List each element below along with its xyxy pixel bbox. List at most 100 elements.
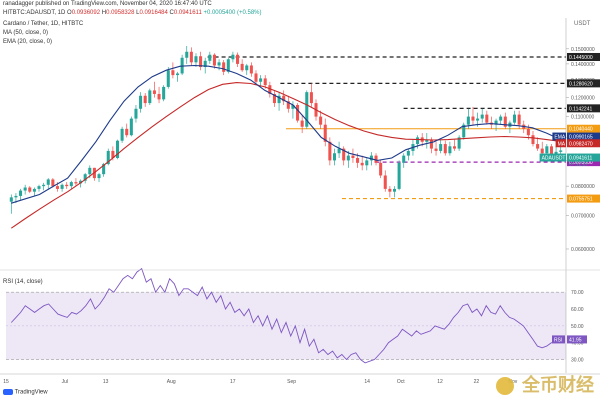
rsi-tick-label: 50.00: [571, 324, 584, 330]
level-tag-label: 0.1142241: [569, 106, 592, 112]
tradingview-logo-icon: [3, 389, 13, 395]
candle-body: [328, 141, 332, 161]
rsi-tick-label: 60.00: [571, 307, 584, 313]
ma-tag-name-bg: [555, 139, 566, 148]
currency-label: USDT: [574, 21, 591, 27]
candle-body: [106, 150, 110, 165]
candle-body: [416, 137, 420, 145]
candle-body: [300, 120, 304, 127]
candle-body: [217, 62, 221, 66]
candle-body: [148, 90, 152, 104]
candle-body: [383, 175, 387, 189]
candle-body: [157, 93, 161, 100]
level-tag-label: 0.1445000: [569, 55, 593, 61]
candle-body: [282, 95, 286, 102]
candle-body: [545, 146, 549, 154]
candle-body: [476, 118, 480, 121]
ema-tag-name-bg: [552, 132, 566, 141]
candle-body: [286, 101, 290, 109]
candle-body: [125, 128, 129, 136]
candle-body: [480, 114, 484, 119]
candle-body: [231, 54, 235, 60]
candle-body: [448, 146, 452, 154]
candle-body: [88, 167, 92, 175]
candle-body: [32, 188, 36, 192]
ohlc-change: +0.0005400 (+0.58%): [203, 10, 262, 16]
candle-body: [189, 51, 193, 63]
candle-body: [55, 186, 59, 189]
candle-body: [499, 116, 503, 121]
candle-body: [115, 140, 120, 159]
rsi-pane[interactable]: [6, 267, 566, 364]
level-tag-bg: [567, 52, 600, 61]
candle-body: [319, 116, 323, 125]
candle-body: [462, 124, 466, 138]
candle-body: [305, 92, 309, 127]
rsi-tag-name-bg: [552, 335, 565, 344]
ema20-line: [11, 64, 561, 204]
candle-body: [517, 114, 521, 125]
candle-body: [296, 104, 300, 121]
candle-body: [60, 184, 64, 189]
ma-tag-value: 0.0982470: [569, 141, 593, 147]
ema-tag-value-bg: [567, 132, 600, 141]
candle-body: [485, 114, 489, 123]
ohlc-line: HITBTC:ADAUSDT, 1D O0.0936092 H0.0958328…: [3, 10, 262, 16]
candle-body: [65, 184, 69, 187]
countdown-label: 07:12:27: [569, 162, 589, 168]
candle-body: [263, 78, 267, 86]
candle-body: [388, 188, 392, 192]
ma-legend[interactable]: MA (50, close, 0): [3, 30, 49, 36]
rsi-legend[interactable]: RSI (14, close): [3, 279, 43, 285]
time-tick-label: 13: [103, 379, 109, 385]
price-tag-value: 0.0941611: [569, 156, 592, 162]
candle-body: [222, 62, 226, 72]
ema-tag-value: 0.0990165: [569, 135, 593, 141]
candle-body: [23, 187, 27, 191]
ma-tag-value-bg: [567, 139, 600, 148]
level-tag-bg: [567, 124, 600, 133]
candle-body: [129, 118, 133, 136]
ema-tag-name: EMA: [554, 135, 566, 141]
candle-body: [513, 114, 517, 123]
candle-body: [37, 186, 41, 189]
published-line: ranadagger published on TradingView.com,…: [3, 1, 212, 7]
price-tag-value-bg: [567, 153, 600, 162]
candle-body: [208, 54, 212, 61]
tradingview-logo[interactable]: TradingView: [3, 389, 48, 396]
candle-body: [351, 155, 355, 159]
ohlc-low: 0.0916484: [139, 10, 168, 16]
ema-legend[interactable]: EMA (20, close, 0): [3, 39, 53, 45]
candle-body: [397, 162, 401, 189]
price-tick-label: 0.1100000: [571, 115, 594, 121]
chart-title: Cardano / Tether, 1D, HITBTC: [3, 21, 84, 27]
price-tick-label: 0.0800000: [571, 184, 595, 190]
price-tag-name: ADAUSDT: [542, 156, 566, 162]
candle-body: [42, 184, 46, 187]
candle-body: [392, 188, 397, 192]
rsi-tag-name: RSI: [554, 337, 562, 343]
candle-body: [425, 139, 429, 142]
candle-body: [466, 116, 470, 125]
candle-body: [69, 182, 73, 187]
candle-body: [28, 187, 32, 192]
candle-body: [152, 90, 156, 94]
price-tick-label: 0.0600000: [571, 247, 595, 253]
price-pane[interactable]: [9, 45, 566, 229]
ma50-line: [10, 82, 561, 229]
tradingview-brand: TradingView: [14, 389, 48, 396]
candle-body: [291, 104, 295, 109]
watermark-coin-icon: [496, 377, 514, 396]
candle-body: [139, 95, 143, 109]
level-tag-label: 0.0893000: [569, 160, 593, 166]
price-tag-name-bg: [539, 153, 566, 162]
candle-body: [452, 146, 457, 149]
candle-body: [97, 174, 101, 179]
candle-body: [171, 70, 175, 76]
time-tick-label: 17: [230, 379, 236, 385]
level-tag-bg: [567, 158, 600, 167]
candle-body: [74, 182, 78, 184]
candle-body: [79, 180, 83, 184]
candle-body: [134, 108, 138, 119]
